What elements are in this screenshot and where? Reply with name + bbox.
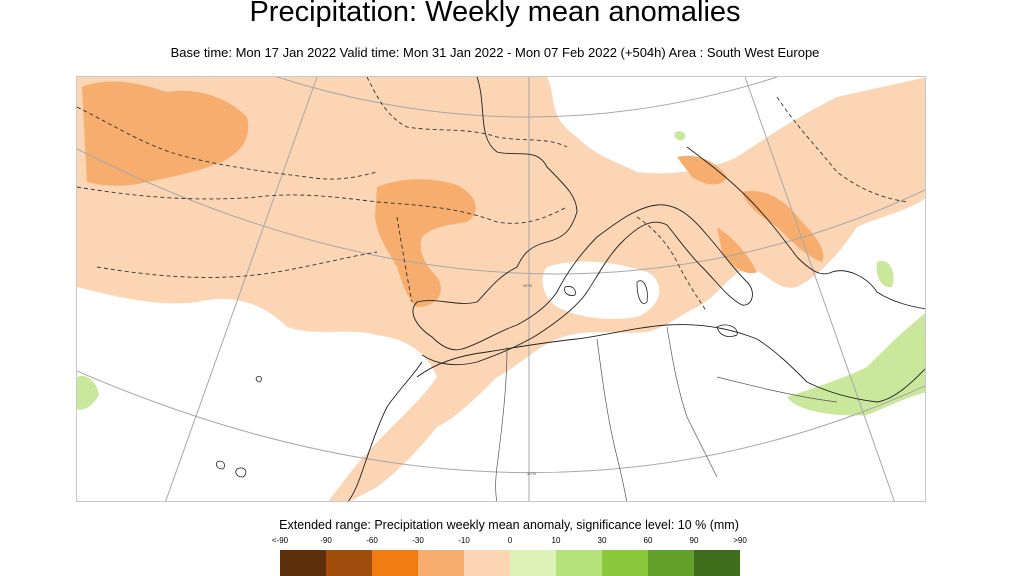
legend-swatch xyxy=(694,550,740,576)
graticule-parallel xyxy=(276,77,778,118)
legend-tick-label: >90 xyxy=(733,536,747,545)
legend-swatch xyxy=(464,550,510,576)
island-outline xyxy=(255,376,262,383)
graticule-parallel xyxy=(77,148,925,275)
border-line xyxy=(396,216,413,303)
island-outline xyxy=(215,460,225,470)
legend-swatch xyxy=(510,550,556,576)
legend-tick-label: -90 xyxy=(320,536,332,545)
legend-tick-label: 0 xyxy=(507,536,513,545)
legend-swatch xyxy=(556,550,602,576)
legend-swatch xyxy=(326,550,372,576)
island-outline xyxy=(564,286,576,296)
border-line xyxy=(596,338,627,501)
legend-tick-label: -60 xyxy=(366,536,378,545)
legend-swatch xyxy=(602,550,648,576)
island-outline xyxy=(235,467,247,478)
legend-swatch xyxy=(648,550,694,576)
border-line xyxy=(776,96,908,203)
legend-tick-label: 30 xyxy=(597,536,607,545)
latitude-label: 30°N xyxy=(527,471,536,476)
coastline-balkans xyxy=(686,146,925,310)
anomaly-area-wet-west xyxy=(77,376,99,410)
anomaly-area-wet-small xyxy=(674,131,686,141)
border-line xyxy=(636,216,708,313)
anomaly-area-wet-greece xyxy=(876,261,894,288)
legend-tick-label: 10 xyxy=(551,536,561,545)
legend-title: Extended range: Precipitation weekly mea… xyxy=(279,518,739,532)
anomaly-area-dry-italy xyxy=(717,227,757,274)
legend-tick-labels: <-90 -90 -60 -30 -10 0 10 30 60 90 >90 xyxy=(0,536,1024,548)
border-line xyxy=(77,106,378,180)
neutral-area-med xyxy=(542,261,660,319)
page-title: Precipitation: Weekly mean anomalies xyxy=(249,0,741,28)
legend-tick-label: <-90 xyxy=(271,536,289,545)
legend-tick-label: -10 xyxy=(458,536,470,545)
legend-tick-label: 60 xyxy=(643,536,653,545)
anomaly-area-dry-iberia xyxy=(375,179,476,307)
anomaly-map: 40°N 30°N xyxy=(77,77,925,501)
color-legend xyxy=(280,550,740,576)
anomaly-area-wet-east xyxy=(787,313,925,416)
latitude-label: 40°N xyxy=(523,283,532,288)
legend-tick-label: 90 xyxy=(689,536,699,545)
coastline-europe xyxy=(412,77,753,366)
map-panel: 40°N 30°N xyxy=(76,76,926,502)
coastline-morocco xyxy=(347,361,423,501)
border-line xyxy=(716,376,838,403)
coastline-africa xyxy=(416,324,925,403)
border-line xyxy=(96,251,378,278)
legend-swatch xyxy=(280,550,326,576)
island-outline xyxy=(716,324,738,337)
neutral-area-south xyxy=(408,312,925,501)
border-line xyxy=(77,186,568,224)
border-line xyxy=(495,346,508,501)
anomaly-area-dry-balkans xyxy=(742,191,824,262)
graticule-meridian xyxy=(165,77,318,501)
border-line xyxy=(666,326,718,478)
legend-swatch xyxy=(418,550,464,576)
anomaly-area-dry-adriatic xyxy=(677,155,727,185)
legend-tick-label: -30 xyxy=(412,536,424,545)
neutral-area-sea xyxy=(77,287,437,501)
chart-subtitle: Base time: Mon 17 Jan 2022 Valid time: M… xyxy=(170,45,820,60)
island-outline xyxy=(636,280,648,304)
graticule-parallel xyxy=(77,370,925,474)
anomaly-area-dry-atlantic xyxy=(82,81,249,186)
graticule-meridian xyxy=(744,77,895,501)
legend-swatch xyxy=(372,550,418,576)
